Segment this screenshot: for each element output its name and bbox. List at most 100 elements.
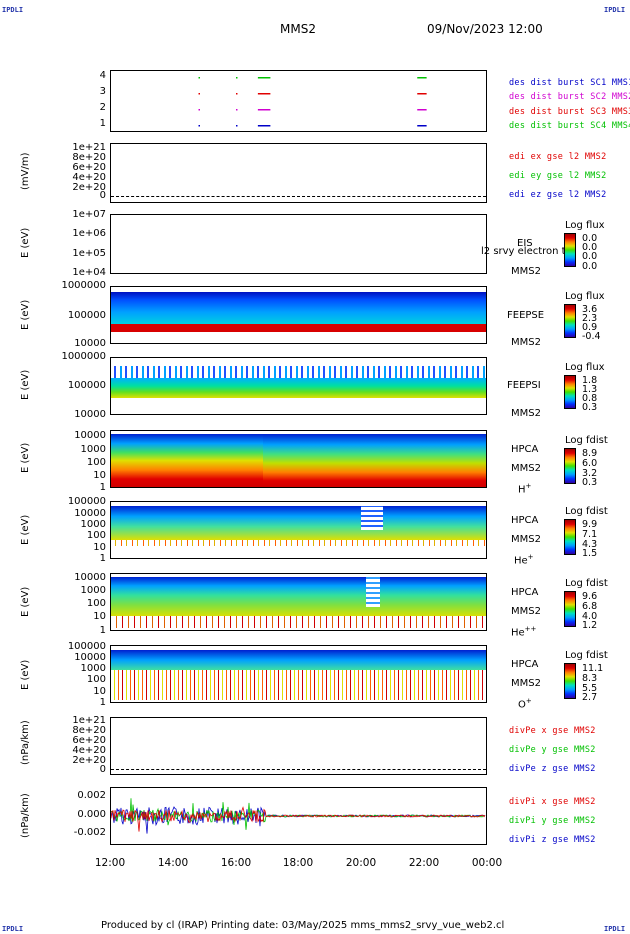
divpi-trace	[111, 806, 486, 832]
instrument-label: HPCA	[511, 659, 539, 670]
y-tick: 10	[93, 470, 106, 481]
y-axis-label: E (eV)	[20, 586, 31, 617]
colorbar-tick: 6.8	[582, 601, 598, 612]
colorbar-title: Log fdist	[565, 506, 608, 517]
colorbar	[564, 233, 576, 267]
burst-interval	[236, 93, 238, 95]
y-axis-label: E (eV)	[20, 442, 31, 473]
colorbar-tick: 8.3	[582, 673, 598, 684]
legend-entry: edi ex gse l2 MMS2	[509, 152, 607, 162]
y-tick: 100	[86, 674, 106, 685]
y-tick: 1e+05	[72, 248, 106, 259]
spectrogram-gap	[366, 577, 380, 607]
instrument-label: HPCA	[511, 444, 539, 455]
y-tick: 10000	[74, 508, 106, 519]
species-name: He	[511, 627, 525, 639]
colorbar-tick: 0.3	[582, 402, 598, 413]
y-tick: 100000	[67, 641, 106, 652]
spectrogram-sparse	[111, 616, 486, 628]
instrument-label: HPCA	[511, 587, 539, 598]
burst-interval	[417, 93, 427, 95]
burst-interval	[198, 93, 200, 95]
overlay-text: l2 srvy electron to	[481, 246, 572, 257]
y-tick: 4e+20	[72, 745, 106, 756]
y-tick: 1e+21	[72, 142, 106, 153]
colorbar-title: Log fdist	[565, 578, 608, 589]
species-charge: +	[525, 482, 532, 490]
colorbar-tick: 6.0	[582, 458, 598, 469]
spacecraft-label: MMS2	[511, 408, 541, 419]
y-tick: 4e+20	[72, 172, 106, 183]
y-tick: 0.002	[77, 790, 106, 801]
instrument-label: EIS	[517, 238, 533, 249]
species-name: He	[514, 555, 528, 567]
colorbar	[564, 375, 576, 409]
legend-entry: edi ez gse l2 MMS2	[509, 190, 607, 200]
colorbar	[564, 519, 576, 555]
colorbar	[564, 663, 576, 699]
burst-interval	[257, 93, 271, 95]
y-tick: 10000	[74, 338, 106, 349]
footer-text: Produced by cl (IRAP) Printing date: 03/…	[101, 920, 505, 931]
spacecraft-label: MMS2	[511, 266, 541, 277]
y-axis-label: E (eV)	[20, 514, 31, 545]
spacecraft-label: MMS2	[511, 606, 541, 617]
y-tick: 1000	[80, 663, 106, 674]
species-name: O	[518, 699, 526, 711]
species-label: O+	[518, 697, 532, 710]
spacecraft-title: MMS2	[280, 22, 316, 36]
colorbar-tick: 0.0	[582, 261, 598, 272]
colorbar-tick: -0.4	[582, 331, 601, 342]
y-axis-label: E (eV)	[20, 369, 31, 400]
y-tick: 1	[99, 553, 106, 564]
legend-entry: des dist burst SC3 MMS3	[509, 107, 630, 117]
hpca-hepp-panel	[110, 573, 487, 631]
y-tick: 1000	[80, 444, 106, 455]
y-tick: 2e+20	[72, 755, 106, 766]
y-tick: 100	[86, 598, 106, 609]
corner-label: IPDLI	[2, 925, 24, 933]
instrument-label: FEEPSE	[507, 310, 545, 321]
burst-interval	[236, 109, 238, 111]
colorbar-tick: 4.3	[582, 539, 598, 550]
y-tick: 100000	[67, 310, 106, 321]
spacecraft-label: MMS2	[511, 678, 541, 689]
hpca-h-panel	[110, 430, 487, 488]
y-tick: 10000	[74, 572, 106, 583]
y-axis-label: E (eV)	[20, 659, 31, 690]
spectrogram	[111, 506, 486, 540]
divpi-trace	[111, 798, 486, 830]
colorbar	[564, 591, 576, 627]
species-name: H	[518, 484, 526, 496]
instrument-label: HPCA	[511, 515, 539, 526]
y-tick: 3	[99, 86, 106, 97]
eis-panel	[110, 214, 487, 274]
hpca-he-panel	[110, 501, 487, 559]
y-tick: 10000	[74, 430, 106, 441]
y-tick: 1e+21	[72, 715, 106, 726]
colorbar-tick: 0.0	[582, 233, 598, 244]
y-tick: 1	[99, 118, 106, 129]
x-tick: 18:00	[282, 857, 314, 869]
y-tick: 1e+06	[72, 228, 106, 239]
legend-entry: divPi y gse MMS2	[509, 816, 596, 826]
x-tick: 20:00	[345, 857, 377, 869]
y-tick: 0	[99, 190, 106, 201]
colorbar-title: Log flux	[565, 362, 605, 373]
legend-entry: des dist burst SC4 MMS4	[509, 121, 630, 131]
species-label: He++	[511, 625, 536, 638]
y-tick: 100000	[67, 380, 106, 391]
species-label: He+	[514, 553, 534, 566]
spacecraft-label: MMS2	[511, 463, 541, 474]
y-tick: 2e+20	[72, 182, 106, 193]
colorbar-title: Log fdist	[565, 435, 608, 446]
y-tick: 1000	[80, 519, 106, 530]
burst-plot	[198, 77, 427, 127]
legend-entry: des dist burst SC1 MMS1	[509, 78, 630, 88]
spectrogram-band	[111, 324, 486, 332]
y-tick: 0.000	[77, 809, 106, 820]
legend-entry: divPe x gse MMS2	[509, 726, 596, 736]
burst-interval	[417, 109, 427, 111]
colorbar-tick: 2.7	[582, 692, 598, 703]
burst-interval	[198, 109, 200, 111]
